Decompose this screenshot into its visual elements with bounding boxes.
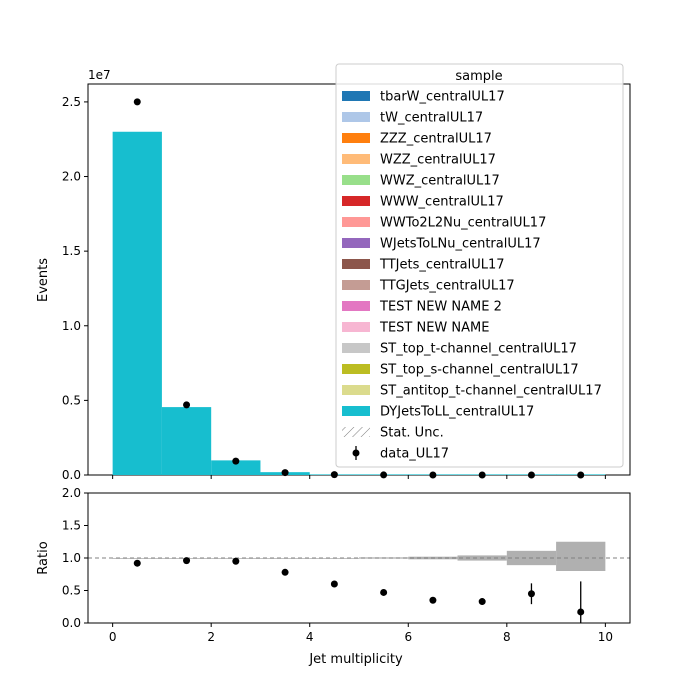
ratio-point [133,559,141,567]
data-point [232,457,240,465]
x-tick-label: 6 [404,630,412,644]
legend-entries: tbarW_centralUL17 tW_centralUL17 ZZZ_centr… [342,90,602,462]
ratio-x-ticks: 0 2 4 6 8 10 [109,623,613,644]
histogram-bar [112,131,162,475]
legend-label: Stat. Unc. [380,426,444,441]
main-data-points [133,98,585,479]
data-point [133,98,141,106]
main-bars [112,131,606,475]
y-axis-title-ratio: Ratio [36,541,51,574]
legend-label: TEST NEW NAME 2 [379,300,502,315]
legend-label: ST_antitop_t-channel_centralUL17 [380,384,602,399]
y-tick-label: 2.5 [62,95,81,109]
x-axis-title: Jet multiplicity [308,652,403,667]
data-point [281,469,289,477]
legend-swatch [342,175,370,185]
legend-title: sample [455,69,502,84]
ratio-points [133,557,585,623]
legend-swatch [342,154,370,164]
legend-swatch [342,301,370,311]
legend-label: TEST NEW NAME [379,321,489,336]
x-tick-label: 2 [207,630,215,644]
legend-swatch [342,217,370,227]
data-point [330,471,338,479]
legend-swatch [342,427,370,437]
legend-label: data_UL17 [380,447,449,462]
legend-swatch [342,112,370,122]
y-tick-label: 1.0 [62,551,81,565]
y-tick-label: 1.0 [62,319,81,333]
ratio-point [429,596,437,604]
legend-label: WWW_centralUL17 [380,195,504,210]
histogram-bar [211,460,261,475]
main-x-ticks [112,475,606,479]
legend-swatch [342,343,370,353]
legend-swatch [342,280,370,290]
y-tick-label: 1.5 [62,519,81,533]
data-point [478,471,486,479]
legend-swatch [342,259,370,269]
y-tick-label: 0.5 [62,584,81,598]
legend-swatch [342,385,370,395]
ratio-y-ticks: 0.0 0.5 1.0 1.5 2.0 [62,486,88,630]
legend-label: DYJetsToLL_centralUL17 [380,405,534,420]
y-tick-label: 0.0 [62,616,81,630]
data-point [527,471,535,479]
y-axis-title-main: Events [36,258,51,302]
legend-label: WJetsToLNu_centralUL17 [380,237,541,252]
legend-label: ZZZ_centralUL17 [380,132,492,147]
x-tick-label: 10 [598,630,613,644]
legend-swatch [342,196,370,206]
legend-label: ST_top_t-channel_centralUL17 [380,342,577,357]
legend-label: TTGJets_centralUL17 [379,279,515,294]
x-tick-label: 0 [109,630,117,644]
histogram-bar [161,407,212,475]
x-tick-label: 4 [306,630,314,644]
y-tick-label: 0.5 [62,393,81,407]
unc-band-bin [556,541,606,571]
legend: sample tbarW_centralUL17 tW_centralUL17 ZZ… [335,63,624,468]
y-tick-label: 0.0 [62,468,81,482]
ratio-unc-band [112,541,606,571]
ratio-point [380,588,388,596]
ratio-point [527,590,535,598]
data-point [429,471,437,479]
legend-label: tbarW_centralUL17 [380,90,505,105]
ratio-point [478,598,486,606]
legend-label: tW_centralUL17 [380,111,483,126]
legend-label: WWZ_centralUL17 [380,174,500,189]
legend-swatch [342,406,370,416]
data-point [577,471,585,479]
legend-swatch [342,322,370,332]
legend-swatch [342,91,370,101]
y-tick-label: 1.5 [62,244,81,258]
y-offset-label: 1e7 [88,68,111,82]
legend-label: ST_top_s-channel_centralUL17 [380,363,579,378]
legend-label: WZZ_centralUL17 [380,153,496,168]
ratio-point [232,557,240,565]
legend-swatch [342,238,370,248]
legend-box [335,63,624,468]
legend-marker [352,449,360,457]
x-tick-label: 8 [503,630,511,644]
data-point [380,471,388,479]
legend-label: TTJets_centralUL17 [379,258,505,273]
legend-swatch [342,133,370,143]
ratio-point [183,557,191,565]
main-y-ticks: 0.0 0.5 1.0 1.5 2.0 2.5 [62,95,88,482]
ratio-point [330,580,338,588]
y-tick-label: 2.0 [62,486,81,500]
ratio-panel: 0.0 0.5 1.0 1.5 2.0 0 2 4 6 8 10 Ratio Jet multip… [36,486,631,667]
ratio-point [281,568,289,576]
legend-swatch [342,364,370,374]
data-point [183,401,191,409]
main-panel: 0.0 0.5 1.0 1.5 2.0 2.5 1e7 Events [36,68,631,482]
y-tick-label: 2.0 [62,170,81,184]
legend-label: WWTo2L2Nu_centralUL17 [380,216,546,231]
ratio-point [577,608,585,616]
